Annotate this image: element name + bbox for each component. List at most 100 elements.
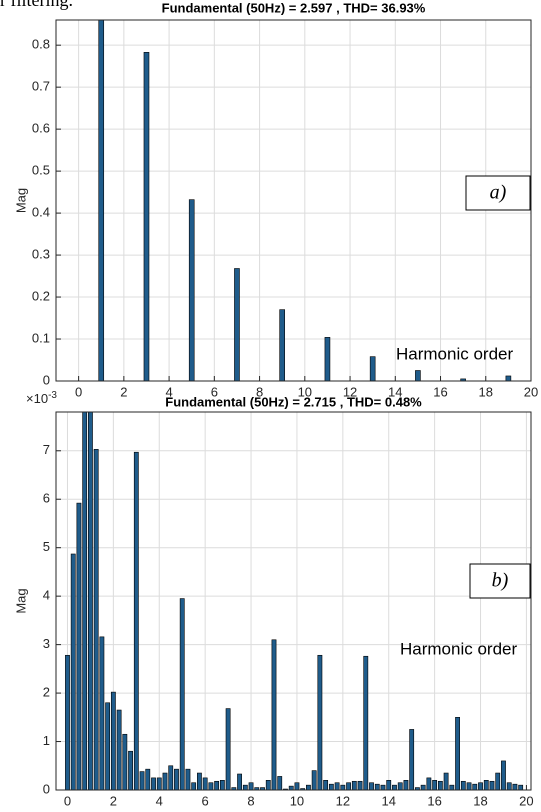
y-axis-label: Mag	[13, 188, 28, 213]
y-tick-label: 0.2	[32, 288, 50, 303]
bar	[105, 702, 111, 790]
bar	[162, 772, 168, 790]
y-scale: ×10-3	[26, 390, 57, 407]
bar	[197, 772, 202, 790]
bar	[219, 780, 225, 790]
x-tick-label: 4	[156, 793, 163, 808]
y-tick-label: 0.3	[32, 247, 50, 262]
bar	[363, 655, 369, 790]
y-tick-label: 1	[43, 733, 50, 748]
bar	[174, 768, 179, 790]
bar	[82, 412, 88, 790]
axes-box	[55, 19, 532, 382]
x-tick-label: 12	[336, 793, 350, 808]
annotation: Harmonic order	[396, 344, 513, 363]
chart-title: Fundamental (50Hz) = 2.597 , THD= 36.93%	[162, 0, 426, 15]
bar	[93, 449, 99, 790]
bar	[501, 760, 506, 790]
panel-label: a)	[490, 182, 507, 204]
y-tick-label: 0	[43, 781, 50, 796]
y-tick-label: 0.5	[32, 163, 50, 178]
bar	[70, 553, 76, 790]
panel-box	[469, 563, 531, 599]
x-tick-label: 0	[75, 384, 82, 399]
y-tick-label: 6	[43, 491, 50, 506]
bar	[234, 268, 240, 381]
x-tick-label: 16	[427, 793, 441, 808]
bar	[369, 782, 374, 790]
bar	[334, 782, 340, 790]
x-tick-label: 12	[343, 384, 357, 399]
bar	[248, 782, 254, 790]
bar	[279, 309, 285, 381]
bar	[191, 782, 197, 790]
bar	[328, 783, 334, 790]
bar	[133, 451, 139, 790]
y-tick-label: 5	[43, 539, 50, 554]
bar	[437, 780, 443, 790]
x-tick-label: 14	[381, 793, 395, 808]
bar	[443, 772, 449, 790]
bar	[179, 598, 185, 790]
x-tick-label: 14	[388, 384, 402, 399]
bar	[265, 780, 271, 790]
bar	[460, 780, 466, 790]
bar	[415, 370, 421, 381]
x-tick-label: 18	[479, 384, 493, 399]
x-tick-label: 20	[524, 384, 538, 399]
bar	[99, 636, 105, 790]
bar	[397, 782, 403, 790]
bar	[306, 784, 311, 790]
y-scale-base: ×10	[26, 391, 48, 406]
caption-fragment: r filtering.	[0, 0, 73, 10]
bar	[88, 412, 93, 790]
panel-box	[465, 175, 531, 211]
bar	[271, 639, 277, 790]
bar	[214, 780, 220, 790]
bar	[374, 783, 380, 790]
bar	[340, 784, 346, 790]
x-tick-label: 0	[64, 793, 71, 808]
bar	[369, 356, 376, 381]
x-tick-label: 8	[256, 384, 263, 399]
bar	[420, 784, 426, 790]
x-tick-label: 8	[247, 793, 254, 808]
bar	[237, 773, 242, 790]
bar	[449, 784, 455, 790]
bar	[168, 765, 174, 790]
bar	[242, 784, 248, 790]
x-tick-label: 16	[433, 384, 447, 399]
bar	[208, 782, 214, 790]
bar	[116, 709, 122, 790]
x-tick-label: 6	[202, 793, 209, 808]
bar	[478, 782, 483, 790]
y-tick-label: 0	[43, 372, 50, 387]
axes-box	[55, 411, 532, 791]
bar	[489, 780, 495, 790]
annotation: Harmonic order	[400, 639, 517, 658]
x-tick-label: 2	[120, 384, 127, 399]
y-tick-label: 2	[43, 685, 50, 700]
bar	[156, 777, 162, 790]
bar	[323, 780, 329, 790]
bar	[506, 782, 512, 790]
plot-area	[56, 20, 531, 381]
x-tick-label: 20	[519, 793, 533, 808]
bar	[277, 776, 283, 790]
panel-label: b)	[492, 570, 509, 592]
bar	[143, 52, 150, 381]
bar	[185, 768, 191, 790]
x-tick-label: 10	[290, 793, 304, 808]
bar	[294, 782, 300, 790]
bar	[139, 771, 145, 790]
bar	[472, 783, 478, 790]
chart-title: Fundamental (50Hz) = 2.715 , THD= 0.48%	[165, 394, 422, 409]
y-tick-label: 7	[43, 442, 50, 457]
y-tick-label: 4	[43, 588, 50, 603]
bar	[403, 780, 409, 790]
bar	[426, 777, 432, 790]
bar	[317, 654, 323, 790]
bar	[518, 784, 524, 790]
y-axis-label: Mag	[13, 588, 28, 613]
